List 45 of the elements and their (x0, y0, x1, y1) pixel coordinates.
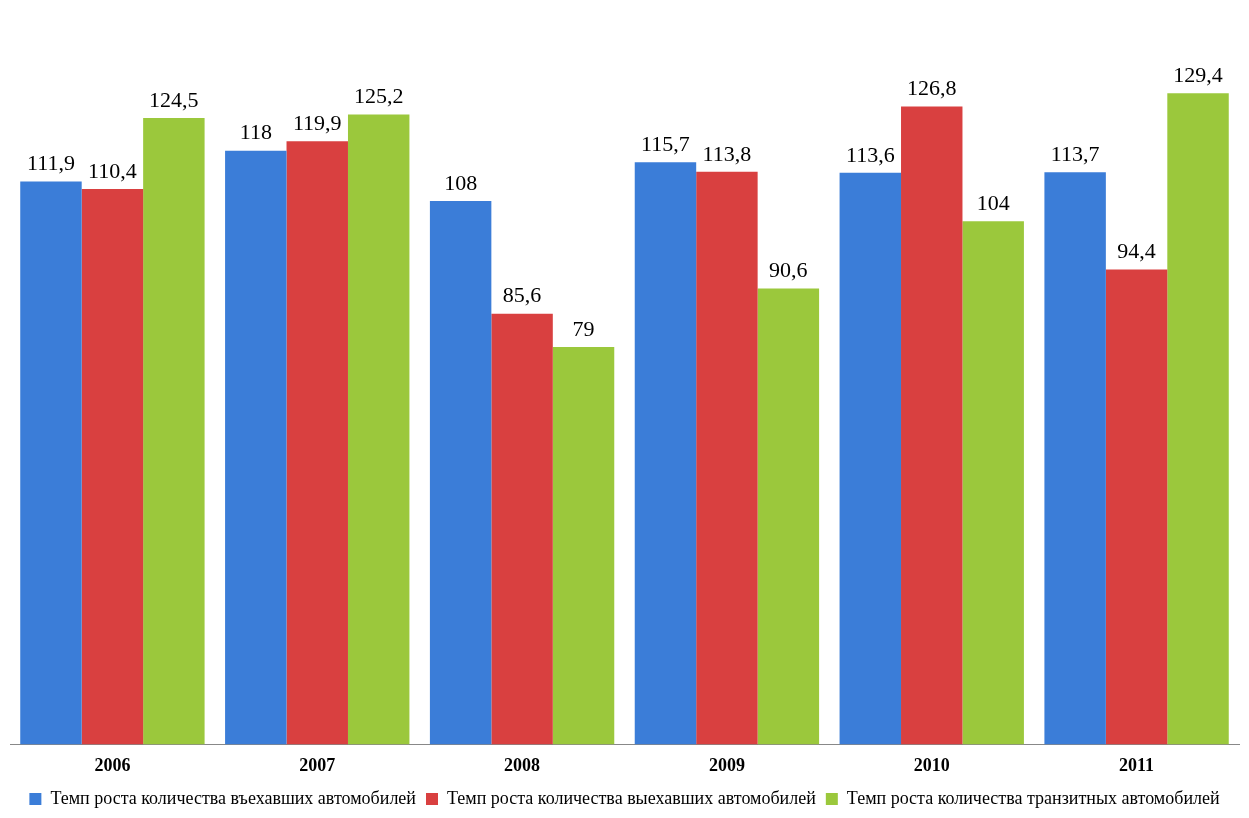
data-label: 104 (976, 189, 1010, 215)
bar (286, 141, 348, 745)
data-label: 94,4 (1117, 238, 1156, 264)
bar (491, 313, 553, 745)
data-label: 113,6 (845, 141, 895, 167)
bar (347, 114, 410, 745)
data-label: 124,5 (149, 86, 199, 112)
bar (839, 172, 902, 745)
data-label: 110,4 (88, 157, 137, 183)
bar (1044, 172, 1106, 745)
data-label: 126,8 (907, 75, 957, 101)
bar (20, 181, 82, 745)
legend-label: Темп роста количества выехавших автомобилей (446, 787, 817, 808)
bar (1167, 93, 1229, 745)
bar (757, 288, 820, 745)
bar (225, 150, 287, 745)
data-label: 111,9 (27, 150, 75, 176)
data-label: 113,7 (1050, 141, 1100, 167)
data-label: 129,4 (1173, 62, 1223, 88)
legend-label: Темп роста количества въехавших автомобилей (50, 787, 417, 808)
data-label: 115,7 (641, 131, 690, 157)
x-tick-label: 2010 (913, 754, 950, 775)
bar (901, 106, 963, 745)
x-tick-label: 2007 (299, 754, 336, 775)
data-label: 85,6 (502, 282, 542, 308)
data-label: 113,8 (702, 140, 752, 166)
data-label: 119,9 (292, 109, 342, 135)
x-tick-label: 2009 (708, 754, 745, 775)
x-tick-label: 2011 (1119, 754, 1155, 775)
bar (1105, 269, 1168, 745)
bar (143, 117, 205, 745)
data-label: 118 (239, 119, 272, 145)
legend-label: Темп роста количества транзитных автомобилей (846, 787, 1220, 808)
bar (634, 162, 697, 745)
x-tick-label: 2008 (504, 754, 541, 775)
bar (696, 171, 758, 745)
bar (81, 188, 144, 745)
bar (962, 221, 1024, 745)
data-label: 90,6 (769, 257, 808, 283)
bar (552, 346, 615, 745)
data-label: 125,2 (353, 83, 404, 109)
data-label: 108 (444, 169, 478, 195)
bar (429, 201, 492, 745)
data-label: 79 (572, 315, 595, 341)
x-tick-label: 2006 (94, 754, 131, 775)
